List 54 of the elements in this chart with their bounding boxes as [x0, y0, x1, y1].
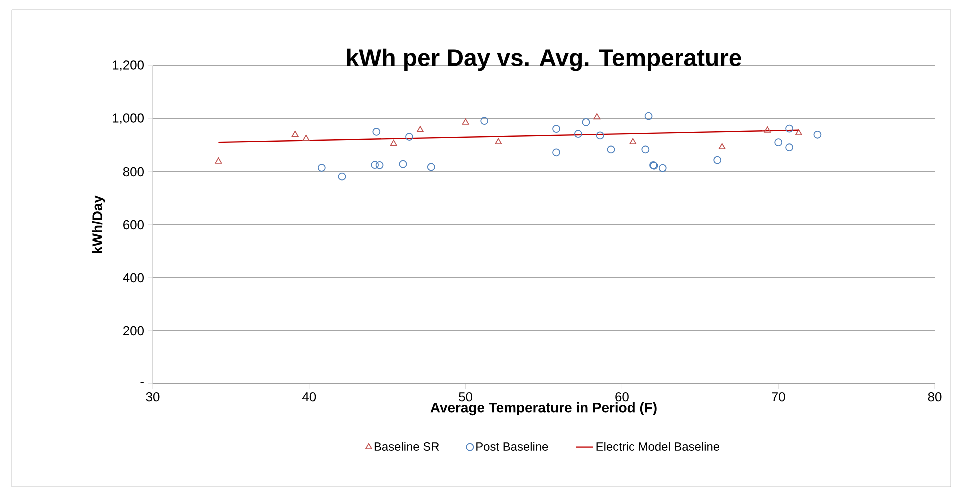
y-tick-label: 1,200 [113, 60, 144, 72]
point [574, 130, 582, 138]
x-tick-label: 40 [302, 392, 316, 402]
point [718, 143, 726, 150]
point [814, 130, 822, 139]
point [376, 161, 384, 170]
point [552, 148, 560, 157]
point [658, 164, 667, 172]
point [774, 138, 783, 147]
point [786, 124, 794, 133]
chart-title: kWh per Day vs. Avg. Temperature [347, 48, 742, 72]
point [462, 118, 470, 125]
point [302, 134, 310, 142]
point [594, 113, 601, 120]
point [480, 117, 489, 126]
point [764, 126, 772, 133]
y-tick-label: - [140, 382, 144, 384]
legend-label: Post Baseline [476, 442, 548, 452]
x-tick-label: 50 [459, 392, 473, 402]
y-tick-label: 600 [124, 220, 144, 230]
x-axis-title: Average Temperature in Period (F) [430, 402, 657, 416]
y-tick-label: 400 [123, 273, 144, 283]
point [552, 125, 560, 134]
legend-label: Baseline SR [374, 442, 440, 452]
y-axis-title: kWh/Day [92, 196, 106, 254]
point [338, 172, 346, 181]
x-tick-label: 80 [928, 392, 942, 402]
point [371, 161, 380, 170]
point [596, 132, 604, 140]
y-tick-label: 200 [124, 326, 144, 336]
point [582, 118, 590, 126]
x-tick-label: 60 [616, 392, 629, 402]
point [427, 163, 436, 172]
legend-label: Electric Model Baseline [596, 442, 720, 452]
point [714, 156, 722, 164]
point [416, 126, 424, 132]
point [399, 160, 408, 168]
point [642, 146, 650, 154]
point [786, 144, 794, 152]
point [630, 138, 637, 145]
point [372, 128, 381, 136]
point [215, 158, 222, 164]
y-tick-label: 800 [123, 167, 144, 177]
point [607, 146, 616, 154]
point [406, 133, 414, 141]
point [795, 129, 802, 136]
point [644, 112, 653, 120]
point [390, 140, 398, 146]
y-tick-label: 1,000 [113, 114, 144, 124]
point [495, 138, 502, 145]
point [318, 164, 326, 172]
x-tick-label: 70 [772, 392, 786, 402]
point [292, 130, 299, 138]
x-tick-label: 30 [146, 392, 160, 402]
